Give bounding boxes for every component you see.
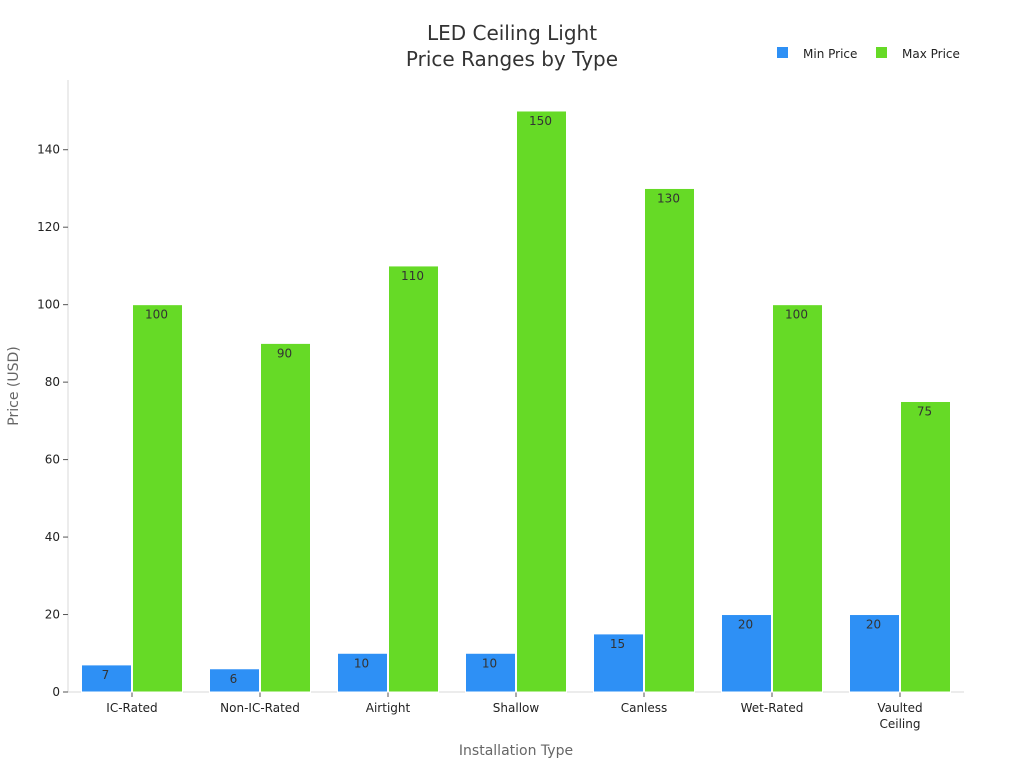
y-axis-title: Price (USD) — [6, 346, 22, 425]
x-tick-label: Non-IC-Rated — [220, 701, 300, 715]
bar-min-price — [721, 614, 772, 693]
y-tick-label: 120 — [37, 220, 60, 234]
y-tick-label: 100 — [37, 298, 60, 312]
data-label-min-price: 15 — [610, 637, 625, 651]
data-label-max-price: 110 — [401, 269, 424, 283]
x-tick-label: IC-Rated — [106, 701, 157, 715]
bar-min-price — [81, 664, 132, 693]
data-label-max-price: 100 — [145, 308, 168, 322]
data-label-max-price: 150 — [529, 114, 552, 128]
data-label-max-price: 100 — [785, 308, 808, 322]
x-tick-label: Shallow — [493, 701, 540, 715]
title-line-2: Price Ranges by Type — [406, 47, 618, 71]
bar-max-price — [260, 342, 311, 693]
axes: 0 20 40 60 80 100 120 140 IC-Rated Non-IC-Rated Ai… — [37, 80, 964, 731]
legend: Min Price Max Price — [777, 47, 960, 61]
bar-min-price — [209, 668, 260, 693]
bar-min-price — [593, 633, 644, 693]
x-tick-label: Airtight — [366, 701, 411, 715]
bar-max-price — [900, 400, 951, 693]
data-label-min-price: 10 — [482, 656, 497, 670]
data-label-min-price: 7 — [102, 668, 110, 682]
y-tick-label: 0 — [52, 685, 60, 699]
data-label-max-price: 130 — [657, 191, 680, 205]
bar-min-price — [337, 652, 388, 693]
data-label-min-price: 10 — [354, 656, 369, 670]
title-line-1: LED Ceiling Light — [427, 21, 597, 45]
legend-label-1: Min Price — [803, 47, 857, 61]
y-tick-label: 40 — [45, 530, 60, 544]
data-label-min-price: 20 — [866, 618, 881, 632]
bar-max-price — [772, 304, 823, 693]
x-axis-title: Installation Type — [459, 743, 573, 759]
bars — [81, 110, 951, 693]
y-tick-label: 60 — [45, 453, 60, 467]
bar-max-price — [516, 110, 567, 693]
data-label-max-price: 75 — [917, 404, 932, 418]
bar-min-price — [849, 614, 900, 693]
x-tick-label: Wet-Rated — [741, 701, 804, 715]
data-labels: 7 100 6 90 10 110 10 150 15 130 20 100 20 75 — [102, 114, 932, 686]
bar-min-price — [465, 652, 516, 693]
bar-max-price — [388, 265, 439, 693]
legend-swatch-1 — [777, 47, 788, 58]
bar-max-price — [132, 304, 183, 693]
x-tick-label: Canless — [621, 701, 668, 715]
x-tick-label: Vaulted Ceiling — [877, 701, 922, 731]
legend-label-2: Max Price — [902, 47, 960, 61]
legend-swatch-2 — [876, 47, 887, 58]
data-label-max-price: 90 — [277, 346, 292, 360]
data-label-min-price: 20 — [738, 618, 753, 632]
y-tick-label: 20 — [45, 608, 60, 622]
bar-max-price — [644, 187, 695, 693]
y-tick-label: 140 — [37, 143, 60, 157]
y-tick-label: 80 — [45, 375, 60, 389]
data-label-min-price: 6 — [230, 672, 238, 686]
